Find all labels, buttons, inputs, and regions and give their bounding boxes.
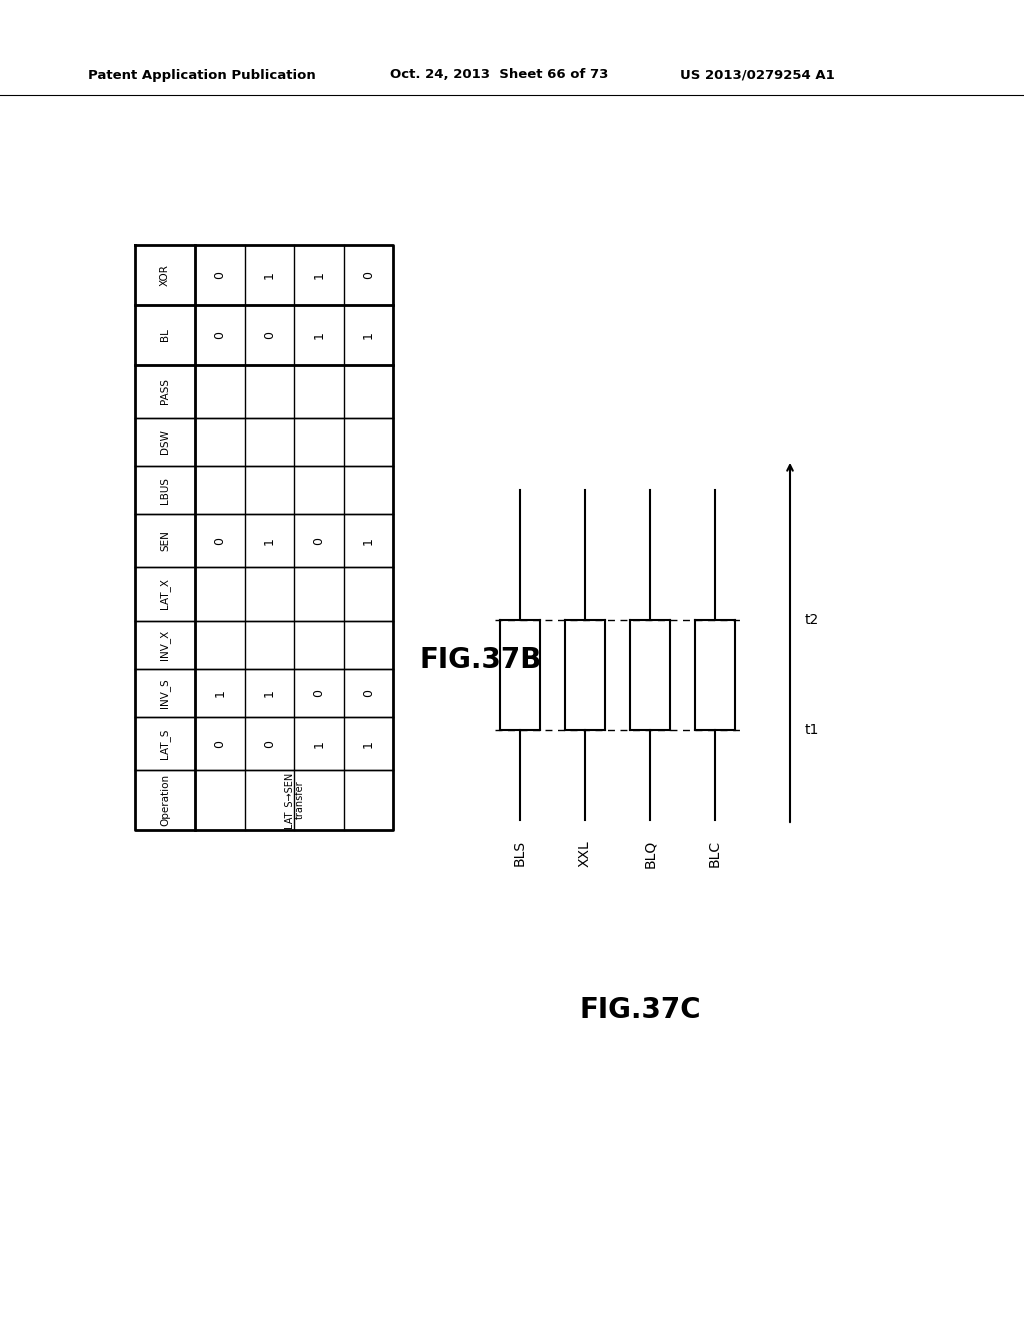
Text: 0: 0 bbox=[263, 331, 275, 339]
Text: INV_S: INV_S bbox=[160, 678, 170, 708]
Text: 1: 1 bbox=[312, 271, 326, 279]
Text: Oct. 24, 2013  Sheet 66 of 73: Oct. 24, 2013 Sheet 66 of 73 bbox=[390, 69, 608, 82]
Text: PASS: PASS bbox=[160, 379, 170, 404]
Text: 1: 1 bbox=[361, 739, 375, 747]
Text: SEN: SEN bbox=[160, 531, 170, 552]
Text: BLS: BLS bbox=[513, 840, 527, 866]
Text: US 2013/0279254 A1: US 2013/0279254 A1 bbox=[680, 69, 835, 82]
Text: 1: 1 bbox=[213, 689, 226, 697]
Text: 0: 0 bbox=[312, 689, 326, 697]
Text: 1: 1 bbox=[361, 331, 375, 339]
Text: Operation: Operation bbox=[160, 774, 170, 826]
Text: BL: BL bbox=[160, 329, 170, 341]
Text: 1: 1 bbox=[312, 331, 326, 339]
Text: 1: 1 bbox=[263, 537, 275, 545]
Text: LBUS: LBUS bbox=[160, 477, 170, 504]
Text: LAT_X: LAT_X bbox=[160, 578, 170, 610]
Text: t2: t2 bbox=[805, 612, 819, 627]
Text: XXL: XXL bbox=[578, 840, 592, 867]
Text: 1: 1 bbox=[263, 689, 275, 697]
Text: 0: 0 bbox=[263, 739, 275, 747]
Text: XOR: XOR bbox=[160, 264, 170, 286]
Text: LAT_S→SEN
transfer: LAT_S→SEN transfer bbox=[283, 772, 305, 828]
Text: 1: 1 bbox=[312, 739, 326, 747]
Text: 0: 0 bbox=[213, 739, 226, 747]
Text: LAT_S: LAT_S bbox=[160, 729, 170, 759]
Text: BLC: BLC bbox=[708, 840, 722, 867]
Text: FIG.37C: FIG.37C bbox=[580, 997, 701, 1024]
Text: 0: 0 bbox=[312, 537, 326, 545]
Text: BLQ: BLQ bbox=[643, 840, 657, 869]
Text: 0: 0 bbox=[361, 689, 375, 697]
Text: 0: 0 bbox=[213, 271, 226, 279]
Text: DSW: DSW bbox=[160, 429, 170, 454]
Text: 1: 1 bbox=[361, 537, 375, 545]
Text: 1: 1 bbox=[263, 271, 275, 279]
Text: 0: 0 bbox=[213, 537, 226, 545]
Text: FIG.37B: FIG.37B bbox=[420, 645, 543, 675]
Text: 0: 0 bbox=[213, 331, 226, 339]
Text: t1: t1 bbox=[805, 723, 819, 737]
Text: 0: 0 bbox=[361, 271, 375, 279]
Text: Patent Application Publication: Patent Application Publication bbox=[88, 69, 315, 82]
Text: INV_X: INV_X bbox=[160, 630, 170, 660]
